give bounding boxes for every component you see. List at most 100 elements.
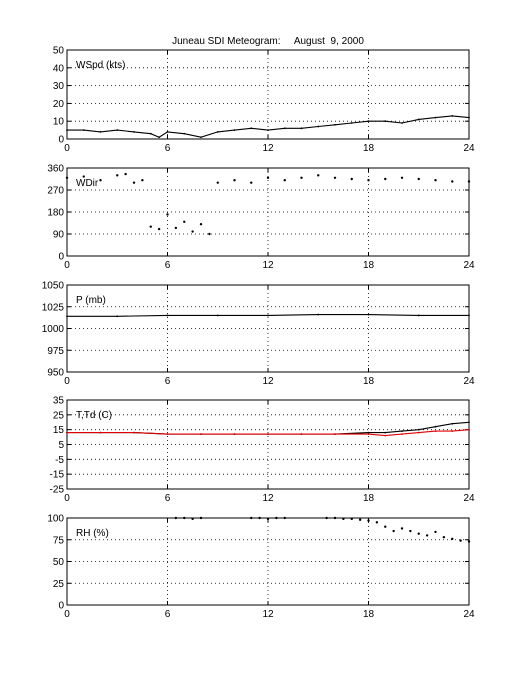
data-point: [157, 227, 161, 231]
data-point: [191, 517, 194, 521]
data-point: [367, 433, 370, 436]
data-point: [468, 116, 470, 119]
data-point: [166, 130, 169, 133]
data-point: [166, 314, 169, 317]
data-point: [384, 434, 387, 437]
y-tick-label: 15: [53, 425, 65, 436]
data-point: [149, 132, 152, 135]
x-tick-label: 12: [262, 609, 274, 620]
panel-label-temperature: T,Td (C): [76, 410, 112, 421]
data-point: [350, 122, 353, 124]
x-tick-label: 0: [64, 143, 70, 154]
data-point: [442, 535, 446, 539]
x-tick-label: 0: [64, 260, 70, 271]
data-point: [191, 230, 194, 233]
data-point: [208, 232, 211, 236]
data-point: [258, 516, 261, 520]
y-tick-label: 5: [58, 440, 64, 451]
data-point: [367, 519, 370, 522]
series-line-wspd-0: [67, 115, 470, 138]
x-tick-label: 6: [165, 493, 171, 504]
data-point: [183, 220, 186, 223]
y-tick-label: -25: [50, 485, 65, 496]
x-tick-label: 12: [262, 260, 274, 271]
y-tick-label: 950: [47, 368, 64, 379]
x-tick-label: 18: [363, 493, 375, 504]
x-tick-label: 0: [64, 609, 70, 620]
data-point: [133, 431, 135, 434]
data-point: [317, 313, 320, 316]
panel-label-wdir: WDir: [76, 178, 99, 189]
panel-label-wspd: WSpd (kts): [76, 60, 125, 71]
x-tick-label: 24: [463, 260, 475, 271]
y-tick-label: 75: [53, 535, 65, 546]
data-point: [216, 314, 219, 317]
y-tick-label: 50: [53, 557, 65, 568]
x-tick-label: 6: [165, 143, 171, 154]
y-tick-label: 20: [53, 99, 65, 110]
data-point: [417, 431, 420, 434]
x-tick-label: 12: [262, 143, 274, 154]
data-point: [267, 314, 269, 317]
data-point: [266, 517, 270, 521]
data-point: [468, 314, 470, 317]
data-point: [283, 127, 286, 130]
data-point: [317, 125, 320, 128]
figure-title: Juneau SDI Meteogram: August 9, 2000: [172, 36, 364, 47]
data-point: [400, 527, 404, 530]
x-tick-label: 6: [165, 376, 171, 387]
data-point: [434, 179, 437, 182]
data-point: [300, 433, 303, 436]
y-tick-label: 35: [53, 396, 65, 407]
data-point: [434, 430, 437, 433]
data-point: [333, 176, 337, 179]
data-point: [183, 132, 186, 135]
data-point: [367, 313, 370, 316]
data-point: [66, 129, 68, 132]
data-point: [384, 177, 387, 181]
x-tick-label: 6: [165, 260, 171, 271]
data-point: [325, 516, 328, 520]
data-point: [266, 176, 270, 179]
data-point: [434, 425, 437, 428]
data-point: [66, 315, 68, 318]
data-point: [158, 136, 161, 139]
data-point: [300, 127, 303, 130]
data-point: [82, 175, 85, 178]
x-tick-label: 18: [363, 260, 375, 271]
data-point: [283, 179, 286, 182]
data-point: [342, 517, 345, 521]
data-point: [283, 516, 286, 520]
x-tick-label: 18: [363, 376, 375, 387]
y-tick-label: 10: [53, 117, 65, 128]
data-point: [358, 518, 362, 521]
y-tick-label: 1050: [42, 281, 65, 292]
panel-label-pressure: P (mb): [76, 295, 106, 306]
y-tick-label: 30: [53, 81, 65, 92]
y-tick-label: 0: [58, 135, 64, 146]
data-point: [99, 179, 102, 182]
data-point: [467, 180, 471, 183]
data-point: [350, 517, 353, 521]
panel-label-rh: RH (%): [76, 528, 109, 539]
y-tick-label: -5: [55, 455, 64, 466]
data-point: [451, 114, 454, 117]
data-point: [199, 223, 203, 226]
data-point: [216, 130, 219, 133]
x-tick-label: 24: [463, 376, 475, 387]
data-point: [124, 172, 127, 176]
data-point: [425, 534, 429, 537]
data-point: [334, 433, 336, 436]
data-point: [250, 181, 253, 184]
data-point: [401, 430, 403, 433]
data-point: [99, 431, 102, 434]
y-tick-label: -15: [50, 470, 65, 481]
data-point: [451, 537, 454, 541]
data-point: [417, 177, 420, 181]
data-point: [384, 525, 387, 528]
data-point: [468, 421, 470, 424]
x-tick-label: 18: [363, 609, 375, 620]
data-point: [66, 431, 68, 434]
data-point: [174, 226, 178, 230]
